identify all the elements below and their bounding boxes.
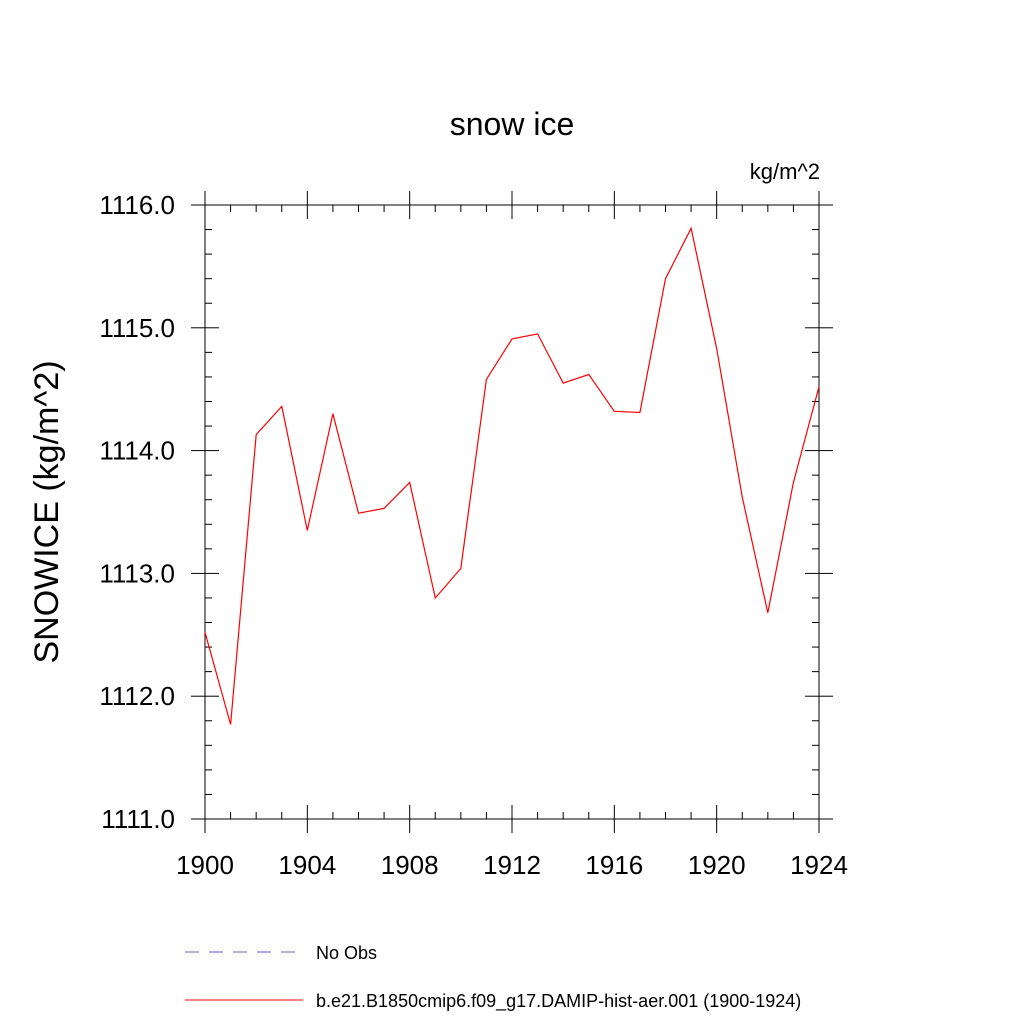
y-tick-label: 1116.0	[99, 190, 175, 220]
y-tick-label: 1112.0	[99, 681, 175, 711]
units-label: kg/m^2	[750, 159, 820, 184]
axis-ticks	[191, 191, 833, 833]
y-tick-label: 1113.0	[99, 558, 175, 588]
x-tick-label: 1908	[381, 850, 439, 880]
x-tick-label: 1904	[278, 850, 336, 880]
x-tick-label: 1912	[483, 850, 541, 880]
series-line	[204, 226, 820, 725]
x-tick-label: 1920	[688, 850, 746, 880]
x-tick-label: 1916	[585, 850, 643, 880]
chart-title: snow ice	[450, 106, 575, 142]
x-tick-label: 1924	[790, 850, 848, 880]
plot-frame	[204, 204, 820, 820]
legend-label: b.e21.B1850cmip6.f09_g17.DAMIP-hist-aer.…	[316, 991, 801, 1012]
y-tick-label: 1115.0	[99, 313, 175, 343]
y-axis-label: SNOWICE (kg/m^2)	[28, 360, 66, 663]
y-tick-label: 1114.0	[99, 436, 175, 466]
series-layer	[204, 226, 820, 725]
y-tick-label: 1111.0	[101, 804, 175, 834]
x-tick-label: 1900	[176, 850, 234, 880]
legend-label: No Obs	[316, 943, 377, 963]
legend: No Obs b.e21.B1850cmip6.f09_g17.DAMIP-his…	[185, 943, 801, 1012]
axis-tick-labels: 1900 1904 1908 1912 1916 1920 1924 1111.0 1112.0…	[99, 190, 848, 880]
